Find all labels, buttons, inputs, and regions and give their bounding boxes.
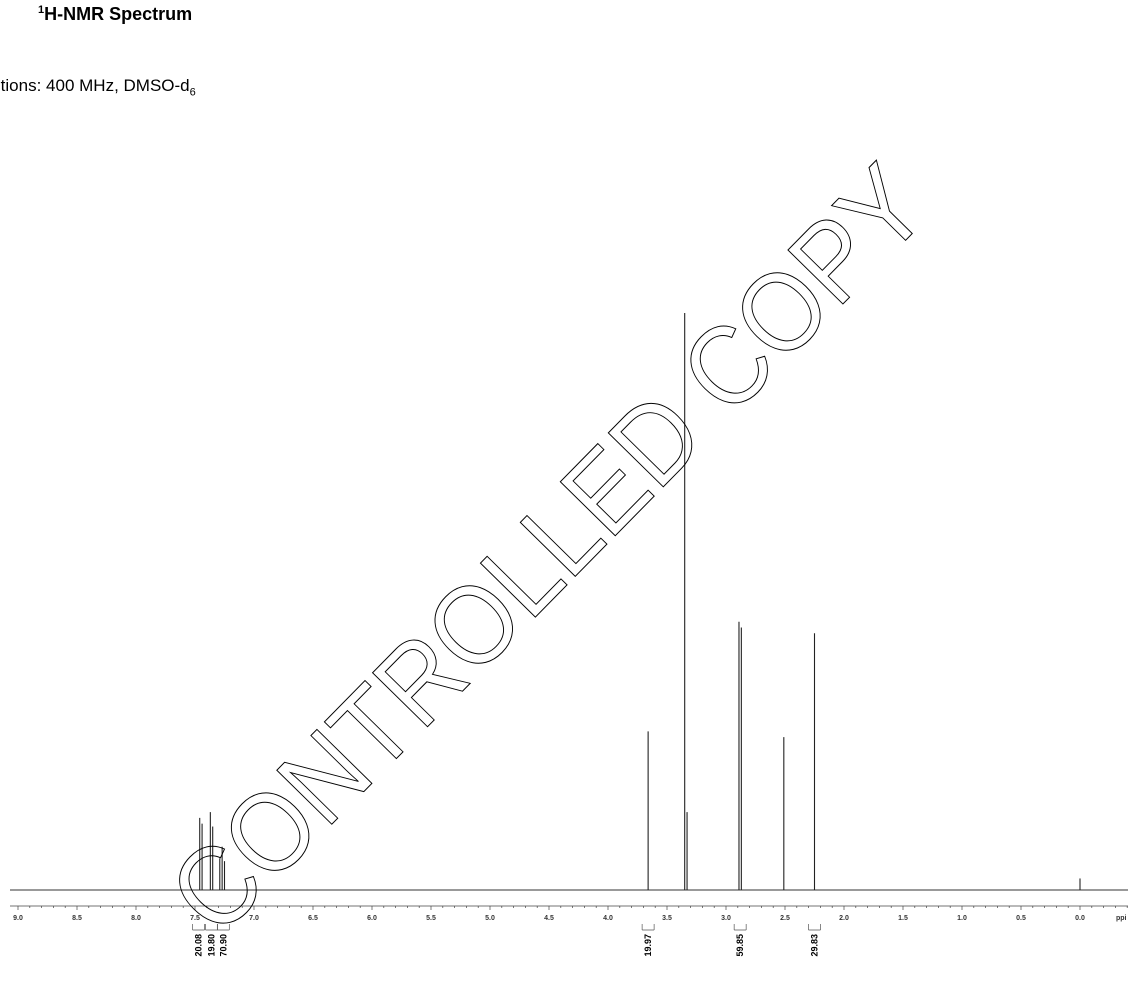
axis-ticks-group: 9.59.08.58.07.57.06.56.05.55.04.54.03.53…: [13, 906, 1128, 922]
integral-bracket: [205, 924, 218, 931]
integral-label: 29.83: [810, 934, 820, 957]
tick-label: 9.0: [13, 915, 23, 922]
tick-label: 8.0: [131, 915, 141, 922]
title-text: H-NMR Spectrum: [44, 4, 193, 24]
integral-label: 20.08: [194, 934, 204, 957]
integral-label: 59.85: [735, 934, 745, 957]
tick-label: 2.5: [780, 915, 790, 922]
tick-label: 7.5: [190, 915, 200, 922]
peaks-group: [199, 313, 1081, 890]
title-superscript: 1: [38, 4, 45, 16]
conditions-text: nditions: 400 MHz, DMSO-d: [0, 76, 190, 95]
x-axis-label: ppi: [1116, 915, 1127, 922]
integral-label: 19.80: [207, 934, 217, 957]
tick-label: 5.5: [426, 915, 436, 922]
integral-bracket: [808, 924, 821, 931]
integrals-group: 20.08 19.80 70.90 19.97 59.85 29.83: [192, 924, 821, 957]
tick-label: 0.0: [1075, 915, 1085, 922]
tick-label: 3.0: [721, 915, 731, 922]
tick-label: 2.0: [839, 915, 849, 922]
tick-label: 6.0: [367, 915, 377, 922]
tick-label: 8.5: [72, 915, 82, 922]
tick-label: 5.0: [485, 915, 495, 922]
tick-label: 4.0: [603, 915, 613, 922]
integral-label: 19.97: [643, 934, 653, 957]
tick-label: 4.5: [544, 915, 554, 922]
tick-label: 3.5: [662, 915, 672, 922]
integral-label: 70.90: [218, 934, 228, 957]
integral-bracket: [216, 924, 230, 931]
conditions-subscript: 6: [189, 86, 196, 99]
tick-label: 1.5: [898, 915, 908, 922]
spectrum-title: 1H-NMR Spectrum: [38, 4, 192, 25]
tick-label: 6.5: [308, 915, 318, 922]
integral-bracket: [192, 924, 205, 931]
conditions-line: nditions: 400 MHz, DMSO-d6: [0, 76, 196, 98]
tick-label: 0.5: [1016, 915, 1026, 922]
integral-bracket: [733, 924, 747, 931]
tick-label: 7.0: [249, 915, 259, 922]
integral-bracket: [641, 924, 655, 931]
tick-label: 1.0: [957, 915, 967, 922]
